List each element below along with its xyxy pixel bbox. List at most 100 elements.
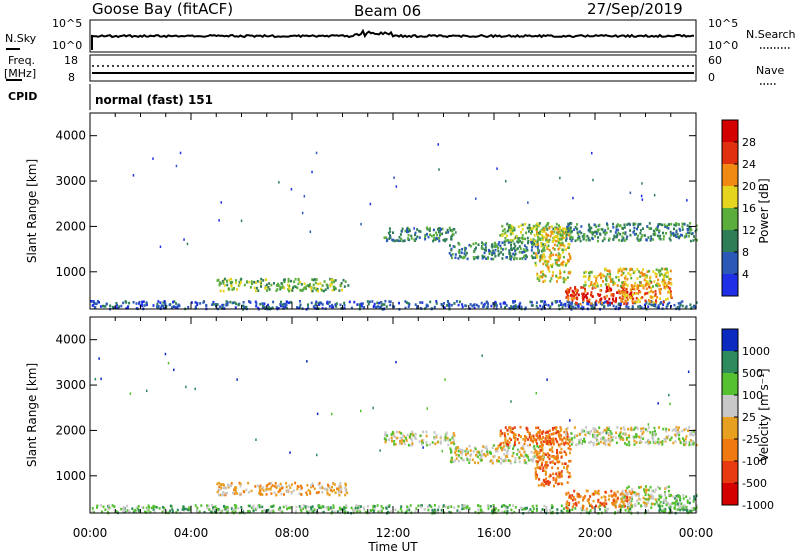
power-ytick-label: 4000: [55, 129, 86, 143]
velocity-echo-cell: [578, 441, 581, 444]
power-echo-cell: [656, 282, 659, 285]
power-echo-cell: [653, 280, 656, 283]
power-echo-cell: [547, 244, 550, 248]
velocity-echo-cell: [669, 506, 672, 509]
velocity-echo-cell: [622, 500, 625, 503]
power-echo-cell: [558, 264, 561, 267]
power-echo-cell: [695, 301, 698, 304]
power-echo-cell: [389, 303, 392, 307]
velocity-echo-cell: [234, 510, 237, 513]
velocity-echo-cell: [634, 493, 637, 496]
velocity-echo-cell: [569, 448, 572, 451]
colorbar-swatch: [722, 230, 738, 252]
velocity-echo-cell: [148, 506, 150, 509]
velocity-echo-cell: [565, 433, 568, 436]
power-echo-cell: [221, 280, 224, 283]
velocity-echo-cell: [440, 508, 443, 512]
velocity-echo-cell: [512, 436, 515, 439]
power-echo-cell: [491, 243, 494, 246]
power-echo-cell: [521, 236, 523, 240]
velocity-echo-cell: [547, 434, 550, 438]
velocity-echo-cell: [574, 434, 577, 437]
power-echo-cell: [389, 236, 392, 239]
velocity-echo-cell: [540, 443, 543, 446]
power-echo-cell: [240, 277, 243, 281]
velocity-echo-cell: [277, 490, 280, 494]
velocity-echo-cell: [379, 449, 381, 452]
power-echo-cell: [584, 283, 587, 287]
power-echo-cell: [625, 300, 628, 303]
power-echo-cell: [436, 233, 439, 237]
power-echo-cell: [686, 231, 689, 234]
power-echo-cell: [681, 300, 684, 303]
power-echo-cell: [531, 246, 534, 249]
velocity-echo-cell: [629, 498, 632, 502]
power-echo-cell: [404, 229, 407, 233]
velocity-echo-cell: [586, 499, 589, 503]
velocity-echo-cell: [690, 510, 693, 513]
velocity-echo-cell: [378, 511, 381, 514]
velocity-echo-cell: [394, 443, 397, 446]
velocity-echo-cell: [281, 510, 284, 514]
power-echo-cell: [255, 286, 258, 290]
power-echo-cell: [622, 291, 625, 294]
power-echo-cell: [419, 306, 422, 310]
velocity-echo-cell: [296, 487, 299, 491]
velocity-echo-cell: [603, 504, 606, 508]
velocity-echo-cell: [388, 438, 391, 441]
velocity-echo-cell: [550, 438, 553, 441]
power-echo-cell: [621, 235, 624, 239]
power-echo-cell: [250, 280, 253, 283]
velocity-echo-cell: [440, 435, 442, 439]
velocity-echo-cell: [608, 426, 611, 429]
power-echo-cell: [639, 238, 642, 241]
velocity-echo-cell: [618, 432, 621, 436]
power-echo-cell: [438, 236, 441, 240]
velocity-echo-cell: [678, 494, 681, 498]
power-echo-cell: [279, 303, 282, 306]
velocity-echo-cell: [336, 487, 339, 491]
velocity-echo-cell: [135, 506, 138, 509]
velocity-echo-cell: [419, 434, 422, 437]
velocity-echo-cell: [619, 493, 622, 496]
power-echo-cell: [477, 243, 480, 246]
power-echo-cell: [656, 296, 659, 299]
power-echo-cell: [267, 303, 269, 307]
power-echo-cell: [205, 303, 208, 307]
velocity-echo-cell: [658, 487, 661, 490]
velocity-echo-cell: [100, 510, 103, 514]
power-echo-cell: [581, 295, 584, 299]
velocity-echo-cell: [169, 504, 172, 508]
power-echo-cell: [633, 270, 636, 273]
velocity-echo-cell: [650, 506, 653, 509]
power-echo-cell: [279, 285, 282, 289]
power-echo-cell: [268, 288, 271, 291]
velocity-echo-cell: [658, 504, 661, 508]
velocity-echo-cell: [248, 490, 250, 494]
velocity-echo-cell: [457, 505, 460, 508]
velocity-echo-cell: [550, 442, 553, 446]
power-echo-cell: [681, 228, 684, 231]
power-echo-cell: [552, 253, 555, 257]
velocity-echo-cell: [616, 490, 619, 494]
power-echo-cell: [689, 239, 692, 243]
power-echo-cell: [648, 222, 651, 225]
power-echo-cell: [539, 304, 542, 308]
power-echo-cell: [569, 237, 572, 241]
velocity-echo-cell: [630, 495, 633, 498]
power-echo-cell: [576, 297, 579, 301]
velocity-echo-cell: [435, 435, 438, 439]
velocity-echo-cell: [540, 448, 542, 452]
velocity-echo-cell: [344, 486, 347, 490]
power-echo-cell: [536, 241, 539, 245]
velocity-echo-cell: [466, 450, 469, 454]
velocity-echo-cell: [528, 432, 531, 435]
power-echo-cell: [115, 302, 118, 305]
power-echo-cell: [317, 289, 320, 293]
velocity-echo-cell: [684, 442, 687, 446]
power-echo-cell: [175, 164, 178, 168]
power-echo-cell: [509, 254, 512, 258]
velocity-echo-cell: [175, 511, 178, 514]
velocity-echo-cell: [173, 368, 175, 372]
